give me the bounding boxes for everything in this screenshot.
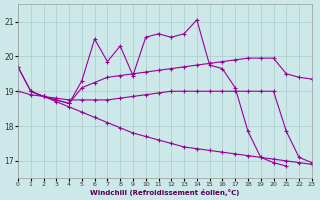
X-axis label: Windchill (Refroidissement éolien,°C): Windchill (Refroidissement éolien,°C) bbox=[90, 189, 240, 196]
